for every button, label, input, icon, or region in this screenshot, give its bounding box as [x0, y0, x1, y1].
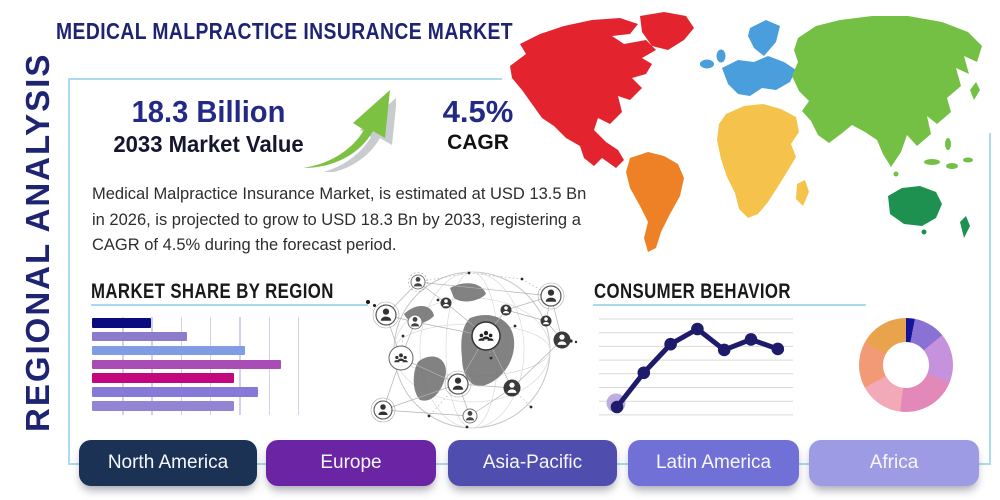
market-share-bar-chart — [92, 317, 384, 415]
region-button-asia-pacific[interactable]: Asia-Pacific — [448, 440, 617, 486]
network-node-person-icon — [444, 370, 472, 398]
market-share-bar — [92, 331, 187, 342]
map-africa — [717, 104, 799, 218]
cagr-label: CAGR — [447, 131, 509, 154]
map-uk — [716, 49, 726, 63]
network-node-person-icon — [370, 397, 396, 423]
region-button-africa[interactable]: Africa — [809, 440, 979, 486]
line-chart-point — [771, 342, 785, 356]
network-node-person-icon — [537, 282, 565, 310]
decoration-dot — [373, 304, 376, 307]
network-node-person-icon — [540, 315, 552, 327]
map-indonesia-1 — [924, 159, 940, 165]
region-button-label: Europe — [320, 452, 382, 473]
line-chart-point — [717, 343, 731, 357]
region-button-label: North America — [107, 452, 229, 473]
map-philippines — [945, 138, 951, 150]
decoration-dot — [366, 300, 370, 304]
market-share-bar — [92, 373, 234, 383]
line-chart-point — [637, 366, 651, 380]
market-share-bar — [92, 387, 259, 397]
market-description: Medical Malpractice Insurance Market, is… — [92, 185, 587, 255]
map-scandinavia — [748, 20, 780, 56]
market-value-stat: 18.3 Billion 2033 Market Value — [101, 94, 316, 158]
map-tasmania — [921, 229, 927, 235]
market-value-amount: 18.3 Billion — [131, 94, 286, 129]
market-share-bar — [92, 345, 246, 356]
line-chart-point — [664, 337, 677, 351]
section-title-consumer-behavior: CONSUMER BEHAVIOR — [594, 280, 791, 303]
market-share-bar — [92, 401, 234, 411]
network-node-person-icon — [440, 297, 452, 309]
card-border-right — [989, 133, 991, 465]
consumer-behavior-underline — [593, 304, 866, 306]
network-node-person-icon — [408, 272, 428, 292]
map-north-america — [510, 18, 656, 168]
growth-arrow-icon — [303, 90, 396, 172]
network-node-person-icon — [503, 379, 521, 397]
map-japan — [970, 82, 980, 100]
region-button-label: Asia-Pacific — [482, 452, 583, 473]
map-asia — [792, 16, 982, 167]
line-chart-point — [744, 333, 758, 346]
network-node-team-icon — [388, 345, 414, 371]
map-indonesia-3 — [963, 157, 973, 163]
line-chart-point — [610, 400, 624, 414]
map-south-america — [626, 152, 684, 252]
consumer-behavior-line-chart — [599, 318, 793, 416]
market-share-underline — [91, 304, 368, 306]
cagr-value: 4.5% — [442, 94, 514, 129]
network-junction-dots — [401, 271, 578, 429]
cagr-stat: 4.5% CAGR — [432, 94, 524, 155]
market-share-bar — [92, 359, 281, 370]
bar-chart-gridline — [297, 317, 300, 415]
map-new-zealand — [960, 216, 970, 238]
page-title: MEDICAL MALPRACTICE INSURANCE MARKET — [56, 18, 513, 44]
map-iceland — [700, 59, 714, 69]
network-node-person-icon — [500, 304, 512, 316]
network-node-team-icon — [468, 318, 504, 354]
region-button-europe[interactable]: Europe — [266, 440, 436, 486]
map-europe — [722, 56, 796, 96]
region-button-label: Africa — [869, 452, 919, 473]
network-node-person-icon — [372, 301, 400, 329]
network-node-person-icon — [407, 314, 423, 330]
network-node-person-icon — [553, 331, 571, 349]
card-border-top — [68, 78, 502, 80]
donut-chart-hole — [883, 342, 929, 388]
map-australia — [888, 186, 942, 226]
map-greenland — [640, 12, 694, 50]
region-button-north-america[interactable]: North America — [79, 440, 257, 486]
world-map — [510, 12, 982, 252]
network-node-person-icon — [462, 408, 478, 424]
map-sri-lanka — [893, 171, 899, 177]
market-share-bar — [92, 318, 151, 328]
donut-chart — [859, 318, 953, 412]
section-title-market-share: MARKET SHARE BY REGION — [91, 280, 334, 303]
region-button-label: Latin America — [655, 452, 772, 473]
region-button-latin-america[interactable]: Latin America — [628, 440, 799, 486]
map-indonesia-2 — [946, 163, 958, 169]
market-value-label: 2033 Market Value — [113, 130, 304, 157]
network-globe-illustration — [370, 271, 578, 429]
card-border-left — [68, 78, 70, 465]
map-madagascar — [796, 180, 809, 206]
line-chart-point — [691, 322, 704, 336]
regional-analysis-side-label: REGIONAL ANALYSIS — [19, 52, 56, 432]
